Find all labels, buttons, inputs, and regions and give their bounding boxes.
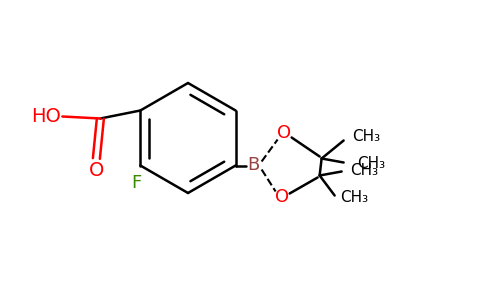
Text: O: O (274, 188, 288, 206)
Text: CH₃: CH₃ (357, 156, 385, 171)
Text: CH₃: CH₃ (352, 129, 380, 144)
Text: CH₃: CH₃ (340, 190, 368, 205)
Text: CH₃: CH₃ (349, 163, 378, 178)
Text: HO: HO (31, 107, 61, 126)
Text: O: O (89, 161, 104, 180)
Text: B: B (247, 157, 260, 175)
Text: F: F (131, 175, 141, 193)
Text: O: O (276, 124, 291, 142)
